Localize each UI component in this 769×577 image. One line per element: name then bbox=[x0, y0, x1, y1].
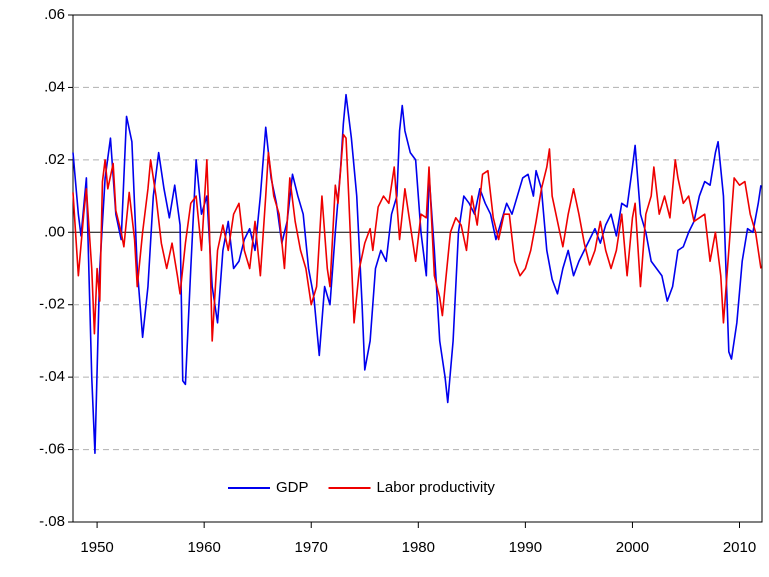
x-tick-label: 1950 bbox=[80, 539, 113, 556]
x-tick-label: 1990 bbox=[509, 539, 542, 556]
y-tick-label: -.06 bbox=[39, 441, 65, 458]
y-tick-label: -.04 bbox=[39, 368, 65, 385]
y-tick-label: -.08 bbox=[39, 513, 65, 530]
legend-label: Labor productivity bbox=[377, 479, 496, 496]
plot-frame bbox=[72, 14, 763, 523]
y-tick-label: .06 bbox=[44, 6, 65, 23]
series-line bbox=[72, 93, 762, 454]
legend-label: GDP bbox=[276, 479, 309, 496]
x-tick-label: 1960 bbox=[187, 539, 220, 556]
y-tick-label: .02 bbox=[44, 151, 65, 168]
y-tick-label: -.02 bbox=[39, 296, 65, 313]
x-tick-label: 2010 bbox=[723, 539, 756, 556]
x-tick-label: 1970 bbox=[295, 539, 328, 556]
x-tick-label: 1980 bbox=[402, 539, 435, 556]
x-tick-label: 2000 bbox=[616, 539, 649, 556]
y-tick-label: .04 bbox=[44, 78, 65, 95]
y-tick-label: .00 bbox=[44, 223, 65, 240]
series-line bbox=[72, 133, 762, 342]
